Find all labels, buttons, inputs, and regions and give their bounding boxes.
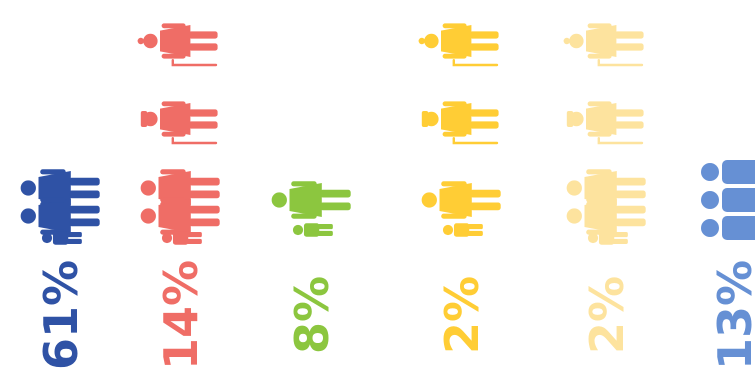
family-couple-child-icon [566,169,646,245]
percentage-label: 13% [708,260,755,370]
senior-woman-with-cane-icon [418,23,499,67]
family-couple-child-icon [140,169,220,245]
senior-woman-with-cane-icon [137,23,218,67]
family-couple-child-icon [20,169,100,245]
adult-with-child-icon [421,181,501,237]
three-adults-icon [701,160,755,240]
percentage-label: 2% [435,276,489,354]
senior-man-with-cane-icon [566,101,644,145]
percentage-label: 2% [580,276,634,354]
adult-with-child-icon [271,181,351,237]
percentage-label: 14% [154,260,208,370]
percentage-label: 61% [34,260,88,370]
senior-man-with-cane-icon [421,101,499,145]
senior-man-with-cane-icon [140,101,218,145]
senior-woman-with-cane-icon [563,23,644,67]
percentage-label: 8% [285,276,339,354]
